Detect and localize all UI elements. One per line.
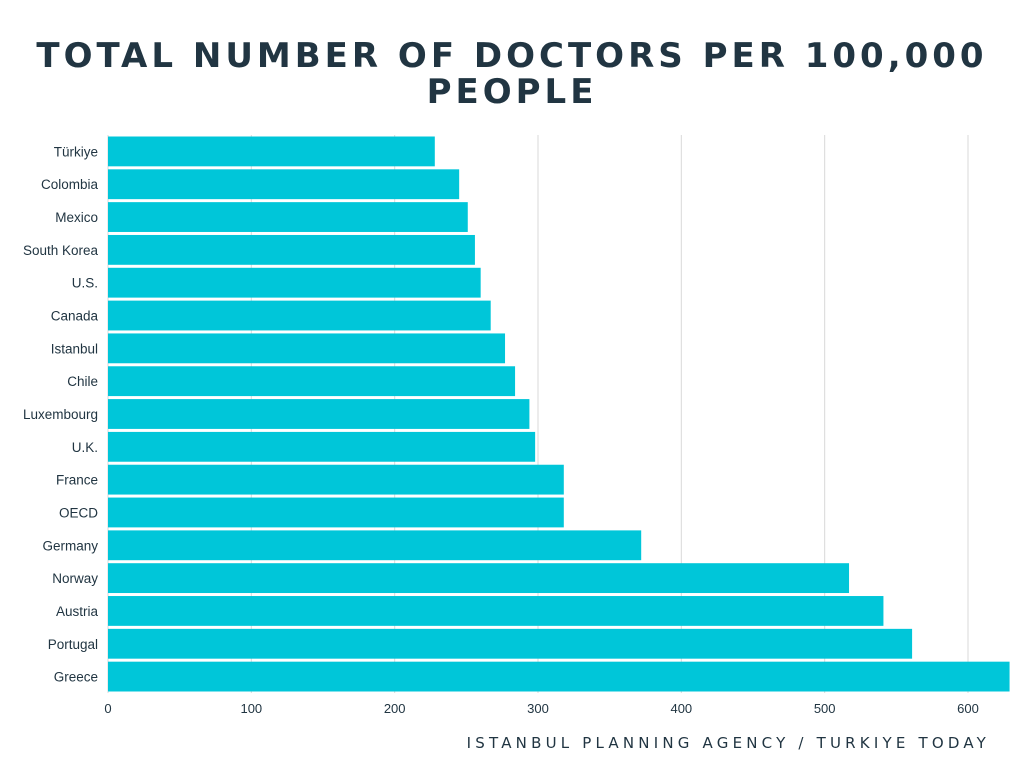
chart-title-line-1: TOTAL NUMBER OF DOCTORS PER 100,000 [36, 36, 988, 76]
bar-norway [108, 563, 850, 594]
category-labels: Türkiye Colombia Mexico South Korea U.S. Cana… [23, 144, 99, 684]
category-label: Germany [42, 538, 98, 553]
category-label: U.K. [72, 440, 98, 455]
category-label: Luxembourg [23, 407, 98, 422]
category-label: Colombia [41, 177, 99, 192]
x-tick-label: 600 [957, 701, 979, 716]
bar-colombia [108, 169, 460, 200]
category-label: France [56, 473, 98, 488]
x-axis-ticks: 0 100 200 300 400 500 600 [104, 701, 978, 716]
x-tick-label: 500 [814, 701, 836, 716]
category-label: Türkiye [54, 144, 98, 159]
category-label: Austria [56, 604, 99, 619]
category-label: Norway [52, 571, 98, 586]
x-tick-label: 300 [527, 701, 549, 716]
x-tick-label: 200 [384, 701, 406, 716]
bar-u-s- [108, 267, 481, 298]
bar-mexico [108, 202, 468, 232]
category-label: Canada [51, 309, 99, 324]
bar-south-korea [108, 234, 475, 265]
bar-luxembourg [108, 399, 530, 429]
bar-istanbul [108, 333, 506, 364]
category-label: Greece [54, 670, 98, 685]
category-label: Chile [67, 374, 98, 389]
bar-chile [108, 366, 516, 397]
bar-germany [108, 530, 642, 561]
category-label: Istanbul [51, 341, 98, 356]
bar-t-rkiye [108, 136, 435, 167]
bar-greece [108, 661, 1010, 692]
bar-u-k- [108, 431, 536, 462]
bar-portugal [108, 628, 913, 659]
chart-title-line-2: PEOPLE [426, 72, 598, 112]
category-label: OECD [59, 505, 98, 520]
source-credit: ISTANBUL PLANNING AGENCY / TURKIYE TODAY [466, 734, 990, 752]
category-label: U.S. [72, 276, 98, 291]
category-label: Portugal [48, 637, 98, 652]
x-tick-label: 400 [670, 701, 692, 716]
chart-title: TOTAL NUMBER OF DOCTORS PER 100,000 PEOP… [0, 38, 1024, 110]
bar-canada [108, 300, 491, 331]
category-label: South Korea [23, 243, 99, 258]
x-tick-label: 0 [104, 701, 111, 716]
category-label: Mexico [55, 210, 98, 225]
bar-austria [108, 596, 884, 626]
bar-oecd [108, 497, 564, 528]
bars [108, 136, 1010, 692]
x-tick-label: 100 [240, 701, 262, 716]
bar-france [108, 464, 564, 495]
